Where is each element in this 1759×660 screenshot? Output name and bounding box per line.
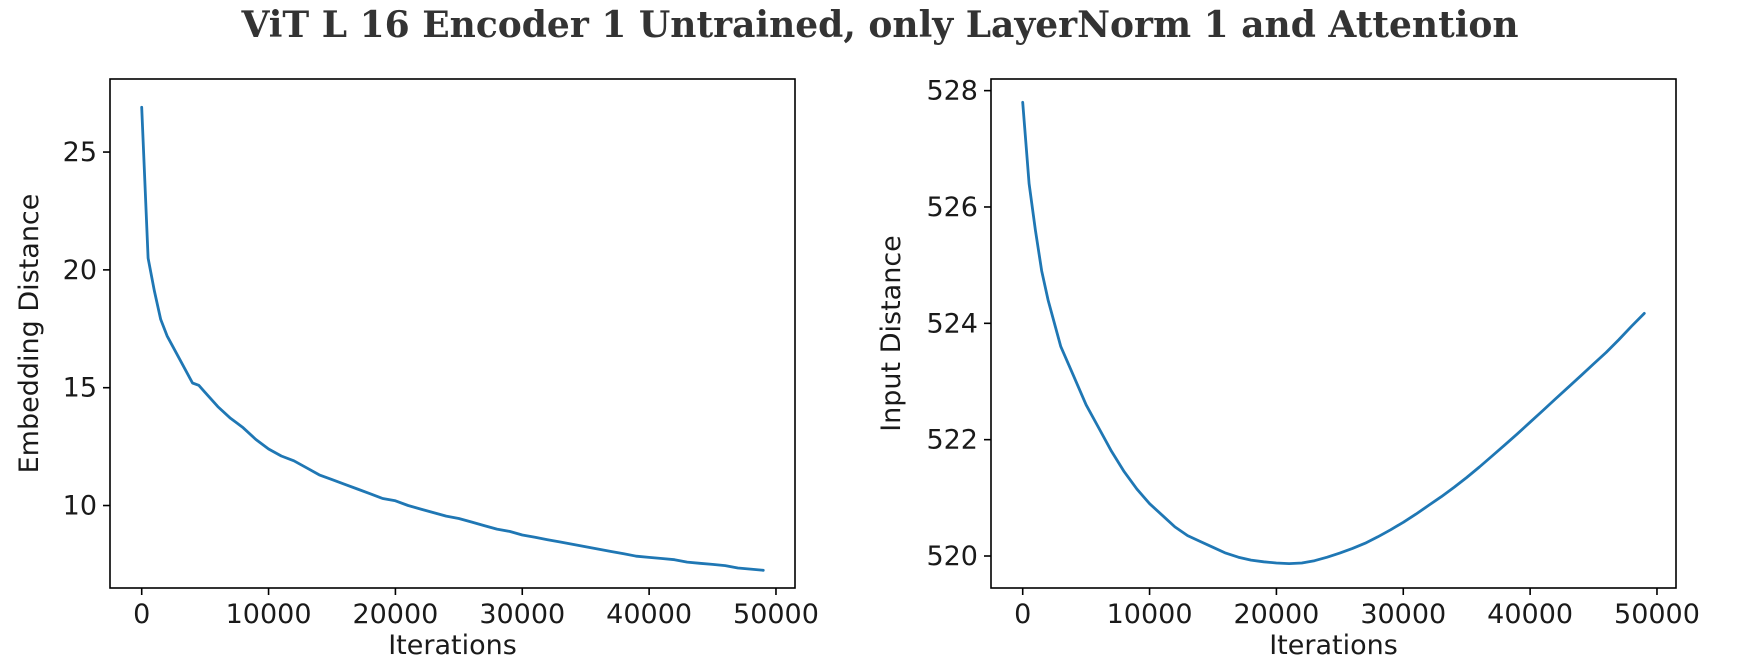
embedding-x-tick-label: 50000	[733, 599, 819, 630]
embedding-series-line	[140, 105, 765, 572]
embedding-y-axis-label: Embedding Distance	[14, 194, 45, 474]
embedding-y-tick-label: 25	[63, 137, 97, 168]
input-distance-plot: 0 10000 20000 30000 40000 50000 520 522 524 526 52…	[876, 76, 1700, 660]
embedding-distance-plot: 0 10000 20000 30000 40000 50000 10 15 20 25 Iterat…	[14, 78, 819, 660]
embedding-x-tick-label: 0	[133, 599, 150, 630]
embedding-x-tick-label: 20000	[352, 599, 438, 630]
embedding-plot-frame	[109, 78, 796, 589]
embedding-x-tick-label: 40000	[606, 599, 692, 630]
input-x-tick-label: 20000	[1233, 599, 1319, 630]
input-y-axis-label: Input Distance	[876, 235, 907, 432]
input-x-tick-label: 0	[1014, 599, 1031, 630]
embedding-x-tick-label: 30000	[479, 599, 565, 630]
input-y-tick-label: 526	[926, 192, 978, 223]
input-x-axis-label: Iterations	[1269, 630, 1398, 660]
input-x-tick-label: 30000	[1360, 599, 1446, 630]
input-x-tick-label: 40000	[1487, 599, 1573, 630]
input-y-tick-label: 528	[926, 76, 978, 107]
input-y-tick-label: 524	[926, 308, 978, 339]
embedding-y-tick-label: 10	[63, 491, 97, 522]
input-x-tick-label: 10000	[1107, 599, 1193, 630]
input-y-tick-label: 522	[926, 425, 978, 456]
embedding-x-axis-label: Iterations	[388, 630, 517, 660]
embedding-y-tick-label: 15	[63, 373, 97, 404]
input-y-tick-label: 520	[926, 541, 978, 572]
input-plot-frame	[990, 78, 1677, 589]
embedding-x-tick-label: 10000	[226, 599, 312, 630]
input-series-line	[1021, 100, 1646, 565]
embedding-y-tick-label: 20	[63, 255, 97, 286]
input-x-tick-label: 50000	[1614, 599, 1700, 630]
figure-title: ViT L 16 Encoder 1 Untrained, only Layer…	[240, 4, 1518, 46]
